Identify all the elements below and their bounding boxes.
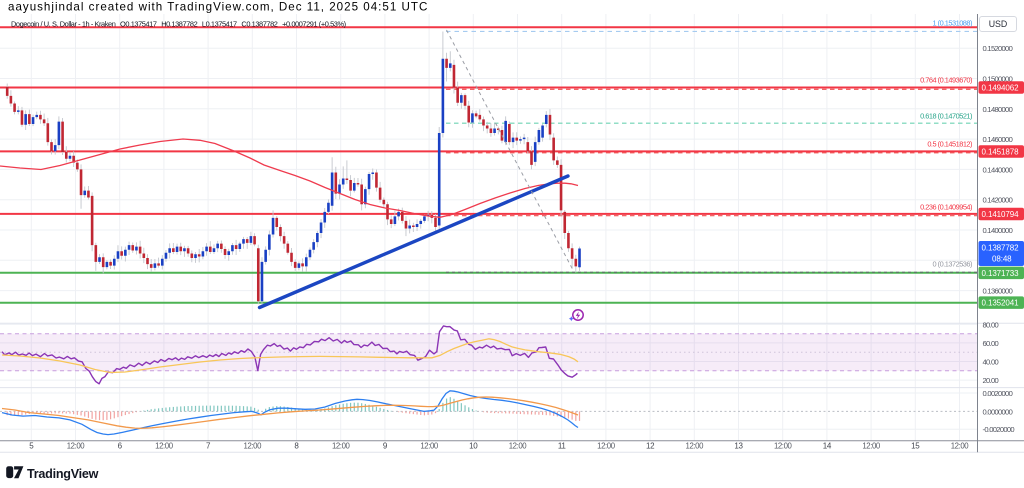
svg-text:0.0000000: 0.0000000 — [983, 407, 1013, 416]
svg-text:12:00: 12:00 — [420, 442, 439, 451]
svg-text:0.1352041: 0.1352041 — [982, 299, 1020, 308]
svg-text:5: 5 — [29, 442, 34, 451]
svg-text:Dogecoin / U. S. Dollar - 1h -: Dogecoin / U. S. Dollar - 1h - Kraken O0… — [11, 20, 346, 29]
svg-text:12:00: 12:00 — [509, 442, 528, 451]
svg-text:12:00: 12:00 — [862, 442, 881, 451]
svg-text:12:00: 12:00 — [67, 442, 86, 451]
svg-text:0.1520000: 0.1520000 — [983, 44, 1013, 53]
svg-text:0.236 (0.1409954): 0.236 (0.1409954) — [920, 203, 972, 212]
svg-text:12:00: 12:00 — [155, 442, 174, 451]
svg-text:0.1500000: 0.1500000 — [983, 75, 1013, 84]
svg-text:12:00: 12:00 — [332, 442, 351, 451]
svg-text:USD: USD — [989, 19, 1008, 29]
svg-text:0.5 (0.1451812): 0.5 (0.1451812) — [927, 140, 972, 149]
svg-text:14: 14 — [823, 442, 832, 451]
svg-text:0.1387782: 0.1387782 — [982, 244, 1020, 253]
svg-text:0.1360000: 0.1360000 — [983, 287, 1013, 296]
svg-text:TradingView: TradingView — [27, 467, 99, 481]
svg-text:1 (0.1531088): 1 (0.1531088) — [932, 19, 972, 28]
svg-text:0.1371733: 0.1371733 — [982, 269, 1020, 278]
svg-text:0.1400000: 0.1400000 — [983, 226, 1013, 235]
svg-text:7: 7 — [206, 442, 211, 451]
svg-text:0.618 (0.1470521): 0.618 (0.1470521) — [920, 112, 972, 121]
svg-text:15: 15 — [911, 442, 920, 451]
svg-text:0.1440000: 0.1440000 — [983, 165, 1013, 174]
svg-text:13: 13 — [734, 442, 743, 451]
svg-text:0.1494062: 0.1494062 — [982, 84, 1020, 93]
svg-text:40.00: 40.00 — [983, 358, 999, 367]
svg-text:10: 10 — [469, 442, 478, 451]
svg-text:12:00: 12:00 — [244, 442, 263, 451]
svg-text:8: 8 — [294, 442, 299, 451]
svg-text:0.1460000: 0.1460000 — [983, 135, 1013, 144]
svg-text:0.1410794: 0.1410794 — [982, 210, 1020, 219]
svg-text:0.764 (0.1493670): 0.764 (0.1493670) — [920, 76, 972, 85]
svg-text:0 (0.1372536): 0 (0.1372536) — [932, 260, 972, 269]
svg-text:12: 12 — [646, 442, 655, 451]
svg-text:12:00: 12:00 — [686, 442, 705, 451]
svg-text:80.00: 80.00 — [983, 320, 999, 329]
svg-text:-0.0020000: -0.0020000 — [983, 425, 1015, 434]
svg-text:60.00: 60.00 — [983, 339, 999, 348]
svg-text:6: 6 — [118, 442, 123, 451]
svg-text:12:00: 12:00 — [774, 442, 793, 451]
svg-text:0.1420000: 0.1420000 — [983, 196, 1013, 205]
svg-text:08:48: 08:48 — [992, 255, 1012, 264]
svg-text:12:00: 12:00 — [951, 442, 970, 451]
svg-text:0.0020000: 0.0020000 — [983, 389, 1013, 398]
svg-text:11: 11 — [558, 442, 567, 451]
svg-text:9: 9 — [383, 442, 388, 451]
svg-text:0.1451878: 0.1451878 — [982, 147, 1020, 156]
svg-text:aayushjindal created with Trad: aayushjindal created with TradingView.co… — [8, 1, 428, 14]
svg-text:0.1480000: 0.1480000 — [983, 105, 1013, 114]
svg-text:12:00: 12:00 — [597, 442, 616, 451]
svg-text:20.00: 20.00 — [983, 376, 999, 385]
